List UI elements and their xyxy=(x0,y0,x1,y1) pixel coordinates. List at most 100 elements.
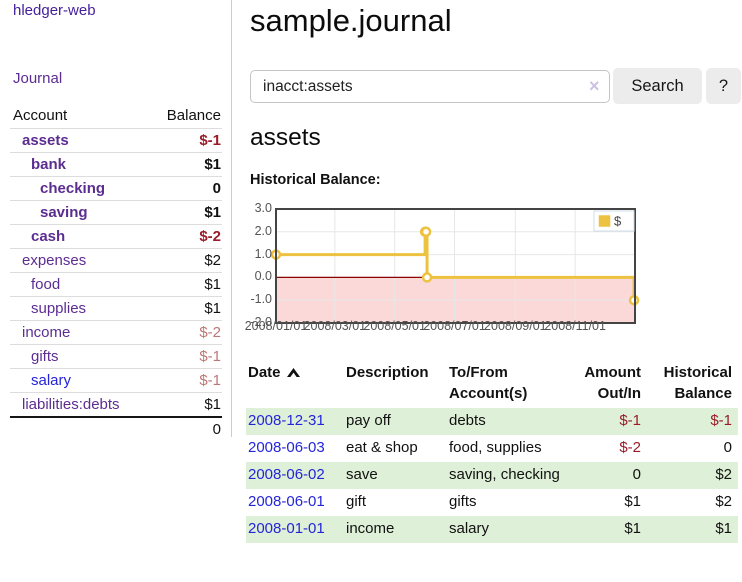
account-column-header: Account xyxy=(13,107,68,124)
accounts-table: Account Balance assets $-1 bank $1 checking 0… xyxy=(10,103,222,441)
account-row: income $-2 xyxy=(10,320,222,345)
help-button[interactable]: ? xyxy=(706,68,741,104)
account-link[interactable]: supplies xyxy=(10,296,149,321)
register-description: eat & shop xyxy=(346,439,418,456)
clear-search-icon[interactable]: × xyxy=(589,76,600,96)
register-description: income xyxy=(346,520,395,537)
register-row: 2008-12-31 pay off debts $-1 $-1 xyxy=(246,408,738,435)
accounts-total-row: 0 xyxy=(10,416,222,441)
account-row: liabilities:debts $1 xyxy=(10,392,222,417)
register-description: gift xyxy=(346,493,367,510)
account-balance: $1 xyxy=(148,392,222,417)
total-spacer xyxy=(10,416,149,441)
account-link[interactable]: gifts xyxy=(10,344,149,369)
account-row: food $1 xyxy=(10,272,222,297)
register-amount: $-1 xyxy=(619,412,641,429)
y-tick-label: -1.0 xyxy=(250,292,272,307)
account-row: cash $-2 xyxy=(10,224,222,249)
register-accounts: gifts xyxy=(449,493,477,510)
account-link[interactable]: assets xyxy=(10,128,149,153)
account-link[interactable]: expenses xyxy=(10,248,149,273)
account-link[interactable]: saving xyxy=(10,200,149,225)
account-balance: $-1 xyxy=(148,128,222,153)
account-row: salary $-1 xyxy=(10,368,222,393)
account-link[interactable]: cash xyxy=(10,224,149,249)
description-column-header: Description xyxy=(346,364,429,381)
register-header-row: Date Description To/From Account(s) Amou… xyxy=(246,360,738,408)
account-row: expenses $2 xyxy=(10,248,222,273)
register-amount: 0 xyxy=(632,466,641,483)
account-link[interactable]: food xyxy=(10,272,149,297)
account-balance: 0 xyxy=(148,176,222,201)
journal-nav-link[interactable]: Journal xyxy=(13,70,63,87)
date-link[interactable]: 2008-06-01 xyxy=(248,493,325,510)
account-balance: $-2 xyxy=(148,224,222,249)
account-balance: $1 xyxy=(148,272,222,297)
account-row: bank $1 xyxy=(10,152,222,177)
amount-column-header: Amount Out/In xyxy=(584,364,641,402)
total-balance: 0 xyxy=(148,416,222,441)
register-accounts: food, supplies xyxy=(449,439,542,456)
x-tick-label: 2008/03/01 xyxy=(303,319,367,333)
account-row: checking 0 xyxy=(10,176,222,201)
register-balance: $1 xyxy=(715,520,732,537)
y-tick-label: 2.0 xyxy=(254,223,272,238)
y-tick-label: 0.0 xyxy=(254,269,272,284)
x-tick-label: 2008/01/01 xyxy=(244,319,308,333)
sidebar: hledger-web Journal Account Balance asse… xyxy=(0,0,232,441)
register-row: 2008-06-02 save saving, checking 0 $2 xyxy=(246,462,738,489)
date-column-header[interactable]: Date xyxy=(246,360,344,408)
register-balance: $-1 xyxy=(710,412,732,429)
register-row: 2008-06-01 gift gifts $1 $2 xyxy=(246,489,738,516)
svg-text:$: $ xyxy=(614,214,622,229)
register-table: Date Description To/From Account(s) Amou… xyxy=(246,360,738,543)
x-tick-label: 2008/07/01 xyxy=(423,319,486,333)
date-link[interactable]: 2008-01-01 xyxy=(248,520,325,537)
date-link[interactable]: 2008-06-02 xyxy=(248,466,325,483)
x-tick-label: 2008/11/01 xyxy=(544,319,606,333)
account-row: supplies $1 xyxy=(10,296,222,321)
account-link[interactable]: liabilities:debts xyxy=(10,392,149,417)
account-row: saving $1 xyxy=(10,200,222,225)
x-tick-label: 2008/09/01 xyxy=(484,319,547,333)
account-link[interactable]: income xyxy=(10,320,149,345)
sort-ascending-icon xyxy=(286,368,300,377)
y-tick-label: -2.0 xyxy=(250,315,272,329)
register-amount: $1 xyxy=(624,520,641,537)
account-balance: $-1 xyxy=(148,368,222,393)
y-tick-label: 1.0 xyxy=(254,246,272,261)
search-input[interactable] xyxy=(250,70,610,103)
account-link[interactable]: salary xyxy=(10,368,149,393)
date-link[interactable]: 2008-12-31 xyxy=(248,412,325,429)
balance-column-header-register: Historical Balance xyxy=(663,364,732,402)
account-link[interactable]: checking xyxy=(10,176,149,201)
account-heading: assets xyxy=(250,124,321,151)
account-balance: $2 xyxy=(148,248,222,273)
register-row: 2008-06-03 eat & shop food, supplies $-2 0 xyxy=(246,435,738,462)
account-balance: $-1 xyxy=(148,344,222,369)
account-link[interactable]: bank xyxy=(10,152,149,177)
accounts-column-header: To/From Account(s) xyxy=(449,364,528,402)
register-tbody: 2008-12-31 pay off debts $-1 $-1 2008-06-03 ea… xyxy=(246,408,738,543)
account-balance: $1 xyxy=(148,296,222,321)
date-header-label: Date xyxy=(248,364,281,381)
account-balance: $1 xyxy=(148,152,222,177)
register-amount: $-2 xyxy=(619,439,641,456)
app-title-link[interactable]: hledger-web xyxy=(13,2,96,19)
account-balance: $-2 xyxy=(148,320,222,345)
register-description: save xyxy=(346,466,378,483)
search-button[interactable]: Search xyxy=(613,68,702,104)
register-accounts: salary xyxy=(449,520,490,537)
accounts-tbody: assets $-1 bank $1 checking 0 saving $1 cash $-2 e… xyxy=(10,128,222,417)
account-row: gifts $-1 xyxy=(10,344,222,369)
register-balance: $2 xyxy=(715,493,732,510)
register-row: 2008-01-01 income salary $1 $1 xyxy=(246,516,738,543)
balance-column-header: Balance xyxy=(166,107,221,124)
register-amount: $1 xyxy=(624,493,641,510)
account-balance: $1 xyxy=(148,200,222,225)
chart-title: Historical Balance: xyxy=(250,172,381,188)
y-tick-label: 3.0 xyxy=(254,201,272,215)
register-balance: $2 xyxy=(715,466,732,483)
date-link[interactable]: 2008-06-03 xyxy=(248,439,325,456)
account-row: assets $-1 xyxy=(10,128,222,153)
